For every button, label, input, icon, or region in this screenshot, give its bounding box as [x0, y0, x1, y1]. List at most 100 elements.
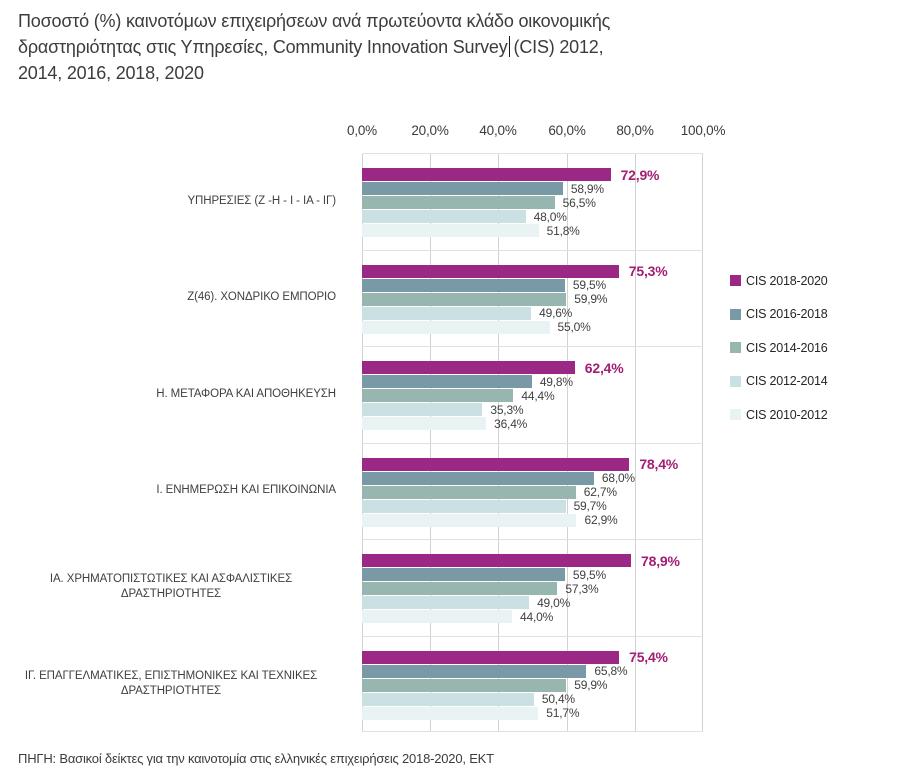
category-axis: ΥΠΗΡΕΣΙΕΣ (Ζ -Η - Ι - ΙΑ - ΙΓ) Ζ(46). ΧΟΝ…: [6, 153, 336, 732]
bar-cis-2018-2020: [362, 168, 611, 181]
bar-cis-2014-2016: [362, 196, 555, 209]
plot-area: 72,9% 58,9% 56,5% 48,0% 51,8% 75,3% 59,5% 59,9%…: [362, 153, 703, 732]
gridline-vertical: [430, 153, 431, 732]
gridline-horizontal: [362, 250, 703, 251]
bar-cis-2012-2014: [362, 596, 530, 609]
legend-item: CIS 2016-2018: [730, 298, 828, 332]
bar-cis-2010-2012: [362, 320, 550, 334]
bar-cis-2010-2012: [362, 513, 577, 527]
x-tick-60: 60,0%: [548, 123, 586, 138]
bar-cis-2012-2014: [362, 692, 534, 706]
bar-value-label: 78,9%: [641, 552, 680, 569]
bar-value-label: 59,5%: [572, 278, 606, 292]
legend: CIS 2018-2020 CIS 2016-2018 CIS 2014-2016 C…: [730, 264, 828, 432]
bar-value-label: 55,0%: [557, 320, 591, 334]
bar-cis-2016-2018: [362, 568, 565, 581]
bar-value-label: 59,7%: [573, 499, 607, 513]
gridline-horizontal: [362, 636, 703, 637]
bar-cis-2014-2016: [362, 582, 558, 595]
bar-value-label: 51,8%: [546, 223, 580, 238]
bar-cis-2016-2018: [362, 664, 587, 678]
bar-value-label: 62,7%: [583, 485, 617, 499]
bar-cis-2018-2020: [362, 457, 630, 471]
category-label: ΙΓ. ΕΠΑΓΓΕΛΜΑΤΙΚΕΣ, ΕΠΙΣΤΗΜΟΝΙΚΕΣ ΚΑΙ ΤΕ…: [24, 669, 318, 697]
bar-cis-2010-2012: [362, 417, 487, 430]
bar-value-label: 75,3%: [628, 263, 668, 279]
category-label: ΥΠΗΡΕΣΙΕΣ (Ζ -Η - Ι - ΙΑ - ΙΓ): [187, 194, 336, 207]
source-note: ΠΗΓΗ: Βασικοί δείκτες για την καινοτομία…: [18, 751, 494, 766]
bar-value-label: 35,3%: [490, 402, 524, 417]
bar-cis-2014-2016: [362, 678, 567, 692]
legend-swatch: [730, 375, 741, 387]
gridline-horizontal: [362, 153, 703, 154]
bar-cis-2014-2016: [362, 389, 514, 402]
gridline-vertical: [498, 153, 499, 732]
legend-label: CIS 2012-2014: [746, 374, 828, 389]
x-tick-20: 20,0%: [411, 123, 449, 138]
bar-value-label: 59,9%: [574, 678, 608, 692]
bar-value-label: 78,4%: [639, 456, 679, 472]
bar-cis-2016-2018: [362, 278, 565, 292]
bar-cis-2014-2016: [362, 485, 576, 499]
x-tick-0: 0,0%: [347, 123, 377, 138]
bar-value-label: 51,7%: [546, 706, 580, 720]
bar-value-label: 62,9%: [584, 513, 618, 527]
bar-value-label: 48,0%: [533, 209, 567, 224]
bar-value-label: 44,0%: [520, 609, 554, 624]
bar-cis-2012-2014: [362, 306, 532, 320]
title-line-2: δραστηριότητας στις Υπηρεσίες, Community…: [18, 34, 888, 60]
gridline-vertical: [362, 153, 363, 732]
x-tick-100: 100,0%: [680, 123, 726, 138]
gridline-horizontal: [362, 346, 703, 347]
bar-value-label: 68,0%: [601, 471, 635, 485]
bar-value-label: 44,4%: [521, 388, 555, 403]
bar-value-label: 59,9%: [574, 292, 608, 306]
category-label: Ζ(46). ΧΟΝΔΡΙΚΟ ΕΜΠΟΡΙΟ: [187, 291, 336, 304]
bar-cis-2016-2018: [362, 375, 532, 388]
title-text: (CIS) 2012,: [513, 37, 604, 57]
bar-value-label: 49,8%: [539, 374, 573, 389]
legend-label: CIS 2014-2016: [746, 340, 828, 355]
title-text: 2014, 2016, 2018, 2020: [18, 63, 204, 83]
bar-value-label: 65,8%: [594, 664, 628, 678]
bar-value-label: 36,4%: [494, 416, 528, 431]
gridline-vertical: [635, 153, 636, 732]
x-tick-40: 40,0%: [479, 123, 517, 138]
legend-item: CIS 2014-2016: [730, 331, 828, 365]
title-text: δραστηριότητας στις Υπηρεσίες, Community…: [18, 37, 508, 57]
bar-value-label: 62,4%: [584, 359, 624, 376]
bar-value-label: 49,6%: [539, 306, 573, 320]
text-cursor: [508, 36, 510, 57]
bar-cis-2016-2018: [362, 182, 563, 195]
gridline-horizontal: [362, 443, 703, 444]
bar-cis-2018-2020: [362, 554, 632, 567]
bar-value-label: 59,5%: [572, 567, 606, 582]
bar-value-label: 57,3%: [565, 581, 599, 596]
category-label: Η. ΜΕΤΑΦΟΡΑ ΚΑΙ ΑΠΟΘΗΚΕΥΣΗ: [156, 387, 336, 400]
bar-cis-2018-2020: [362, 650, 620, 664]
bar-cis-2012-2014: [362, 210, 526, 223]
bar-cis-2010-2012: [362, 224, 539, 237]
bar-cis-2012-2014: [362, 403, 483, 416]
legend-item: CIS 2012-2014: [730, 365, 828, 399]
bar-cis-2014-2016: [362, 292, 567, 306]
bar-cis-2018-2020: [362, 361, 575, 374]
legend-swatch: [730, 308, 741, 320]
bar-cis-2010-2012: [362, 610, 513, 623]
bar-value-label: 49,0%: [537, 595, 571, 610]
gridline-horizontal: [362, 539, 703, 540]
bar-cis-2016-2018: [362, 471, 594, 485]
title-line-1: Ποσοστό (%) καινοτόμων επιχειρήσεων ανά …: [18, 8, 888, 34]
legend-swatch: [730, 409, 741, 421]
bar-value-label: 50,4%: [541, 692, 575, 706]
x-tick-80: 80,0%: [616, 123, 654, 138]
category-label: Ι. ΕΝΗΜΕΡΩΣΗ ΚΑΙ ΕΠΙΚΟΙΝΩΝΙΑ: [156, 484, 336, 497]
category-label: ΙΑ. ΧΡΗΜΑΤΟΠΙΣΤΩΤΙΚΕΣ ΚΑΙ ΑΣΦΑΛΙΣΤΙΚΕΣ Δ…: [49, 573, 293, 601]
bar-value-label: 56,5%: [562, 195, 596, 210]
gridline-vertical: [702, 153, 703, 732]
bar-cis-2018-2020: [362, 264, 619, 278]
legend-swatch: [730, 342, 741, 354]
chart-title: Ποσοστό (%) καινοτόμων επιχειρήσεων ανά …: [18, 8, 888, 86]
bar-value-label: 72,9%: [620, 166, 660, 183]
